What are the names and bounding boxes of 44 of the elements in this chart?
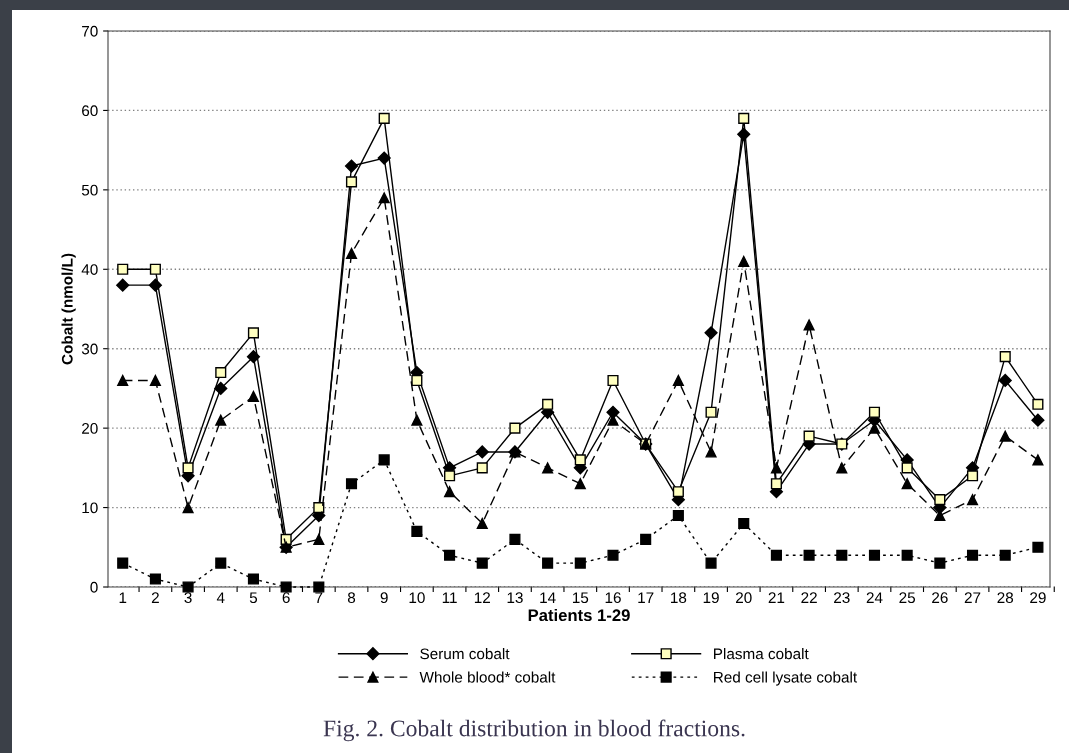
x-tick-label: 9 <box>380 592 388 604</box>
x-tick-label: 20 <box>736 592 752 604</box>
x-tick-label: 10 <box>409 592 425 604</box>
y-tick-label: 20 <box>82 423 98 434</box>
x-tick-label: 4 <box>216 592 225 603</box>
x-tick-label: 14 <box>540 592 556 603</box>
y-tick-label: 70 <box>82 25 98 37</box>
x-tick-label: 13 <box>507 592 523 604</box>
x-tick-label: 2 <box>151 592 159 603</box>
x-tick-label: 5 <box>249 592 258 604</box>
x-tick-label: 7 <box>315 592 323 603</box>
x-tick-label: 11 <box>442 592 457 603</box>
legend-label: Whole blood* cobalt <box>419 671 556 683</box>
x-tick-label: 6 <box>282 592 290 604</box>
y-tick-label: 30 <box>81 343 98 355</box>
y-tick-label: 40 <box>81 264 98 275</box>
y-axis-title: Cobalt (nmol/L) <box>61 253 76 365</box>
x-tick-label: 28 <box>997 592 1014 604</box>
y-tick-label: 60 <box>82 105 98 117</box>
x-tick-label: 16 <box>605 592 621 604</box>
y-tick-label: 0 <box>90 581 98 593</box>
y-tick-label: 10 <box>82 502 98 514</box>
x-tick-label: 23 <box>834 592 850 604</box>
x-tick-label: 15 <box>572 592 589 604</box>
x-tick-label: 19 <box>703 592 719 604</box>
x-tick-label: 8 <box>347 592 356 604</box>
legend-label: Red cell lysate cobalt <box>714 671 858 686</box>
x-tick-label: 21 <box>768 592 785 603</box>
legend-label: Serum cobalt <box>420 648 510 660</box>
x-axis-title: Patients 1-29 <box>528 608 630 622</box>
x-tick-label: 22 <box>801 592 817 603</box>
x-tick-label: 1 <box>119 592 127 603</box>
legend-label: Plasma cobalt <box>714 648 809 660</box>
x-tick-label: 17 <box>638 592 654 603</box>
x-tick-label: 26 <box>932 592 948 604</box>
x-tick-label: 18 <box>671 592 687 604</box>
caption: Fig. 2. Cobalt distribution in blood fractions. <box>323 719 745 742</box>
x-tick-label: 3 <box>184 592 192 604</box>
y-tick-label: 50 <box>81 184 98 196</box>
x-tick-label: 27 <box>964 592 981 603</box>
x-tick-label: 25 <box>899 592 916 604</box>
x-tick-label: 24 <box>866 592 883 603</box>
x-tick-label: 12 <box>474 592 490 603</box>
x-tick-label: 29 <box>1030 592 1046 604</box>
